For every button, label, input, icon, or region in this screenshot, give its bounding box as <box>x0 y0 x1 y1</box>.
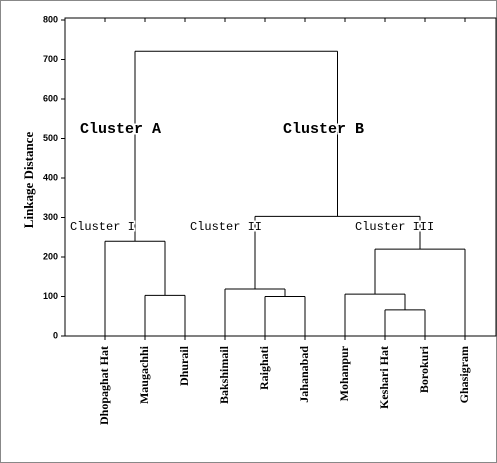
leaf-label: Dhurail <box>177 345 191 386</box>
leaf-label: Maugachhi <box>137 345 151 404</box>
annotation: Cluster A <box>80 121 161 138</box>
annotation: Cluster III <box>355 220 434 234</box>
y-tick-label: 500 <box>43 133 58 143</box>
y-tick-label: 700 <box>43 54 58 64</box>
leaf-label: Borokuri <box>417 345 431 393</box>
leaf-label: Dhopaghat Hat <box>97 346 111 425</box>
y-tick-label: 800 <box>43 14 58 24</box>
y-tick-label: 0 <box>53 330 58 340</box>
y-tick-label: 400 <box>43 172 58 182</box>
y-axis-label: Linkage Distance <box>21 132 36 229</box>
leaf-label: Keshari Hat <box>377 346 391 409</box>
y-tick-label: 100 <box>43 291 58 301</box>
y-tick-label: 300 <box>43 212 58 222</box>
leaf-label: Bakshimail <box>217 345 231 404</box>
leaf-label: Mohanpur <box>337 345 351 401</box>
annotation: Cluster I <box>70 220 135 234</box>
plot-frame <box>64 17 497 337</box>
y-tick-label: 200 <box>43 251 58 261</box>
y-tick-label: 600 <box>43 93 58 103</box>
leaf-label: Jahanabad <box>297 346 311 403</box>
leaf-label: Ghasigram <box>457 346 471 403</box>
annotation: Cluster II <box>190 220 262 234</box>
annotation: Cluster B <box>283 121 364 138</box>
leaf-label: Raighati <box>257 345 271 390</box>
